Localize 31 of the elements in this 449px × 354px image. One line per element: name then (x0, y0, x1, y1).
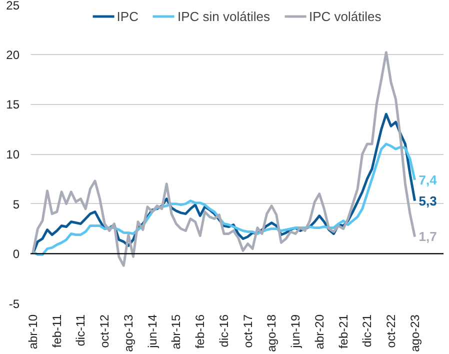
x-tick-label: abr-20 (312, 314, 326, 350)
x-tick-label: abr-15 (169, 314, 184, 350)
data-label: 1,7 (418, 229, 437, 244)
x-tick-label: ago-23 (408, 314, 422, 352)
x-tick-label: feb-16 (193, 314, 208, 349)
x-tick-label: ago-18 (264, 314, 279, 352)
legend-label: IPC (116, 8, 138, 24)
x-tick-label: feb-11 (50, 314, 64, 348)
line-series (32, 51, 416, 267)
x-tick-label: jun-19 (288, 314, 302, 349)
data-label: 5,3 (418, 193, 437, 208)
y-tick-label: 0 (12, 247, 20, 262)
legend-label: IPC sin volátiles (177, 8, 270, 24)
y-tick-label: 5 (12, 197, 20, 212)
y-tick-label: 20 (6, 48, 20, 62)
x-tick-label: feb-21 (336, 314, 350, 349)
x-tick-label: dic-11 (74, 314, 88, 346)
data-label: 7,4 (418, 172, 438, 188)
legend-label: IPC volátiles (308, 8, 382, 24)
y-tick-label: -5 (8, 297, 20, 311)
x-tick-label: ago-13 (121, 314, 136, 352)
y-tick-label: 10 (6, 148, 20, 162)
x-tick-label: dic-21 (360, 314, 374, 348)
x-tick-label: oct-12 (98, 314, 112, 348)
y-tick-label: 15 (6, 98, 20, 112)
y-tick-label: 25 (6, 0, 20, 12)
x-tick-label: jun-14 (145, 314, 160, 349)
x-tick-label: abr-10 (26, 314, 40, 350)
x-tick-label: oct-22 (384, 314, 398, 348)
x-tick-label: oct-17 (240, 314, 255, 348)
x-tick-label: dic-16 (216, 314, 231, 348)
